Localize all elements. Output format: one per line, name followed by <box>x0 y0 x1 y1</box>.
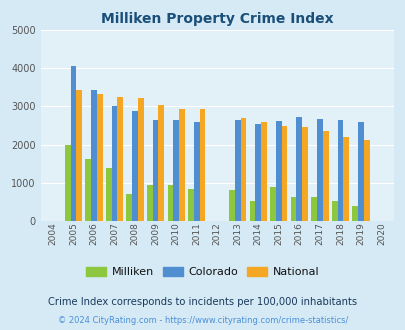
Bar <box>65 145 70 221</box>
Bar <box>357 122 363 221</box>
Legend: Milliken, Colorado, National: Milliken, Colorado, National <box>82 262 323 281</box>
Bar <box>234 120 240 221</box>
Bar <box>260 122 266 221</box>
Bar <box>343 137 348 221</box>
Bar <box>147 185 152 221</box>
Bar <box>193 121 199 221</box>
Bar <box>179 109 184 221</box>
Text: Crime Index corresponds to incidents per 100,000 inhabitants: Crime Index corresponds to incidents per… <box>48 297 357 307</box>
Bar <box>228 190 234 221</box>
Bar <box>97 94 102 221</box>
Bar <box>167 185 173 221</box>
Bar <box>363 140 369 221</box>
Bar <box>275 121 281 221</box>
Bar <box>301 127 307 221</box>
Bar <box>331 201 337 221</box>
Title: Milliken Property Crime Index: Milliken Property Crime Index <box>101 12 333 26</box>
Bar <box>311 197 316 221</box>
Bar <box>255 124 260 221</box>
Bar <box>132 111 138 221</box>
Bar <box>91 90 97 221</box>
Bar <box>85 159 91 221</box>
Bar <box>281 126 287 221</box>
Bar <box>240 118 246 221</box>
Bar <box>352 206 357 221</box>
Bar <box>188 189 193 221</box>
Bar <box>337 120 343 221</box>
Bar <box>269 187 275 221</box>
Bar <box>249 201 255 221</box>
Bar <box>126 194 132 221</box>
Bar <box>152 120 158 221</box>
Bar <box>106 168 111 221</box>
Bar <box>290 197 296 221</box>
Bar <box>322 131 328 221</box>
Bar <box>199 109 205 221</box>
Bar <box>158 105 164 221</box>
Bar <box>111 106 117 221</box>
Bar <box>70 66 76 221</box>
Bar <box>76 90 82 221</box>
Bar <box>138 98 143 221</box>
Bar <box>117 97 123 221</box>
Text: © 2024 CityRating.com - https://www.cityrating.com/crime-statistics/: © 2024 CityRating.com - https://www.city… <box>58 316 347 325</box>
Bar <box>173 120 179 221</box>
Bar <box>316 118 322 221</box>
Bar <box>296 117 301 221</box>
